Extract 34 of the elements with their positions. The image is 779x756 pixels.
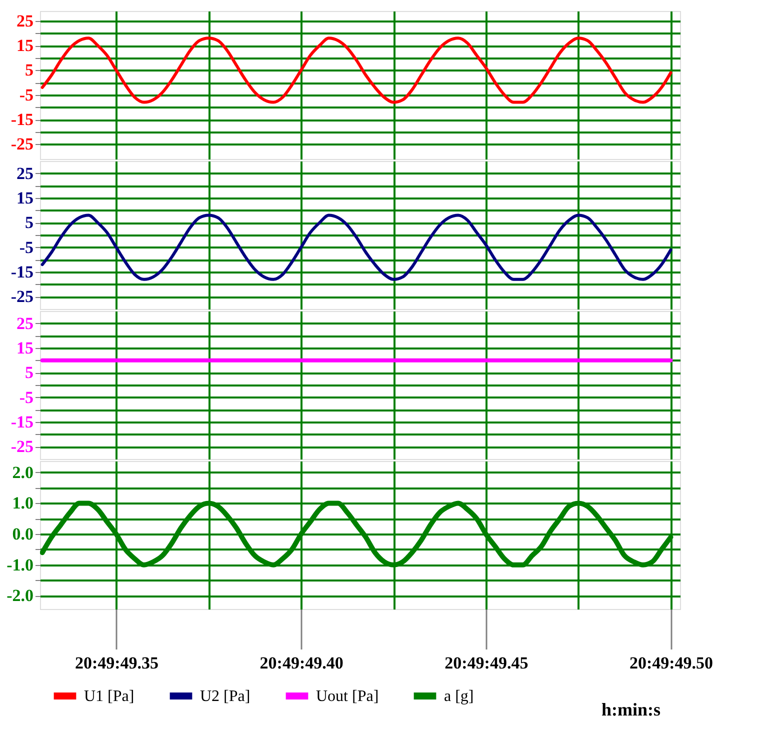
- y-tick-label: -15: [10, 262, 34, 282]
- y-tick-label: 25: [16, 314, 34, 333]
- y-tick-label: 0.0: [12, 524, 34, 544]
- x-tick-label: 20:49:49.35: [74, 654, 159, 672]
- y-tick-label: 25: [16, 11, 34, 30]
- y-tick-label: 5: [25, 363, 34, 382]
- y-tick-label: 15: [16, 338, 34, 358]
- y-tick-label: -15: [10, 110, 34, 130]
- x-tick-label: 20:49:49.45: [444, 654, 528, 672]
- y-tick-label: -25: [10, 134, 34, 154]
- y-tick-label: 5: [25, 60, 34, 80]
- x-tick-label: 20:49:49.40: [260, 654, 344, 672]
- y-tick-label: -5: [19, 238, 34, 257]
- line-series: [40, 36, 672, 104]
- y-tick-label: -5: [19, 85, 34, 104]
- y-tick-label: -5: [19, 388, 34, 407]
- legend-label: a [g]: [444, 688, 474, 705]
- y-tick-label: 5: [25, 213, 34, 232]
- line-series: [40, 214, 672, 281]
- y-tick-label: 15: [16, 188, 34, 208]
- y-tick-label: -25: [10, 437, 34, 456]
- legend-label: U2 [Pa]: [200, 688, 250, 705]
- y-tick-label: 2.0: [12, 462, 34, 482]
- y-tick-label: -1.0: [6, 555, 34, 574]
- y-tick-label: -25: [10, 287, 34, 306]
- y-tick-label: -15: [10, 412, 34, 432]
- x-axis-title: h:min:s: [601, 700, 660, 720]
- x-tick-label: 20:49:49.50: [629, 654, 714, 672]
- legend-label: U1 [Pa]: [84, 688, 134, 705]
- legend-label: Uout [Pa]: [316, 688, 379, 705]
- y-tick-label: 25: [16, 164, 34, 183]
- y-tick-label: 15: [16, 36, 34, 56]
- y-tick-label: 1.0: [12, 494, 34, 513]
- y-tick-label: -2.0: [6, 586, 34, 606]
